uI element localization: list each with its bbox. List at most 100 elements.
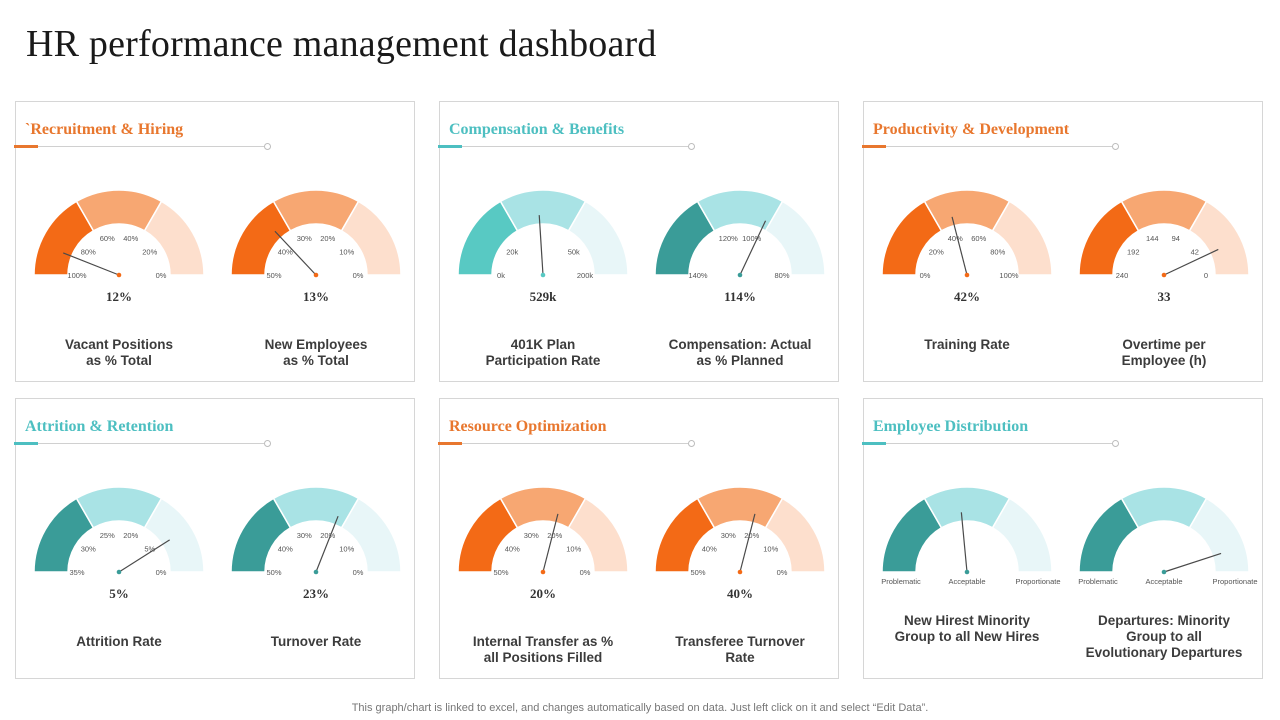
gauge-band-3 [340, 200, 402, 276]
gauge-value: 529k [529, 289, 557, 304]
gauge-label: Transferee Turnover Rate [675, 634, 805, 665]
gauge-tick-label: Proportionate [1015, 577, 1060, 586]
gauge-needle-hub [737, 272, 743, 278]
gauge-tick-label: 80% [774, 271, 789, 280]
gauge-tick-label: 0% [920, 271, 931, 280]
gauge-value: 40% [727, 586, 753, 601]
gauge-band-3 [764, 497, 826, 573]
gauge-needle-hub [540, 272, 546, 278]
gauge-tick-label: 20% [744, 531, 759, 540]
title-underline [438, 143, 695, 150]
gauge-value: 23% [303, 586, 329, 601]
gauge-tick-label: 42 [1191, 248, 1199, 257]
gauge-tick-label: 20% [929, 248, 944, 257]
gauge-tick-label: Problematic [1078, 577, 1118, 586]
panel-title: `Recruitment & Hiring [25, 121, 184, 138]
gauge-needle [739, 513, 756, 573]
gauge-tick-label: 120% [719, 234, 739, 243]
gauge-tick-label: Problematic [881, 577, 921, 586]
gauge-tick-label: 240 [1116, 271, 1129, 280]
gauge-needle [1163, 248, 1219, 276]
gauge-value: 42% [954, 289, 980, 304]
gauge-tick-label: 0% [777, 568, 788, 577]
gauge-tick-label: 94 [1172, 234, 1180, 243]
gauge-tick-label: 0% [580, 568, 591, 577]
panel-title: Productivity & Development [873, 121, 1070, 138]
gauge-band-3 [567, 200, 629, 276]
gauge-tick-label: 100% [67, 271, 87, 280]
gauge-tick-label: 50% [690, 568, 705, 577]
panel-4: Attrition & Retention 5% Attrition Rate 23%… [14, 398, 415, 679]
gauge-tick-label: 80% [990, 248, 1005, 257]
gauge-needle [542, 513, 559, 573]
gauge-label: Internal Transfer as % all Positions Fil… [472, 634, 614, 665]
gauge-value: 20% [530, 586, 556, 601]
gauge-label: Departures: Minority Group to all Evolut… [1085, 613, 1243, 660]
gauge: 100% 80% 60% 40% 20% 0% [33, 189, 205, 280]
gauge: 35% 30% 25% 20% 5% 0% [33, 486, 205, 577]
gauge: 50% 40% 30% 20% 10% 0% [230, 189, 402, 280]
footer-note: This graph/chart is linked to excel, and… [351, 702, 929, 714]
gauge: 140% 120% 100% 80% [654, 189, 826, 280]
underline-end-dot [264, 143, 271, 150]
gauge-tick-label: 60% [971, 234, 986, 243]
gauge-band-3 [991, 200, 1053, 276]
title-underline [14, 143, 271, 150]
gauge-tick-label: 40% [505, 545, 520, 554]
gauges-svg: 35% 30% 25% 20% 5% 0% 50% 40% 30% 20% 10% 0% [33, 486, 402, 577]
gauge-tick-label: 0% [353, 568, 364, 577]
underline-end-dot [1112, 440, 1119, 447]
gauge-tick-label: 20% [320, 234, 335, 243]
gauge-band-3 [1188, 200, 1250, 276]
gauge-band-3 [340, 497, 402, 573]
gauge-band-3 [143, 200, 205, 276]
gauge-tick-label: 0% [353, 271, 364, 280]
gauge-needle-hub [313, 569, 319, 575]
gauge-tick-label: 30% [297, 531, 312, 540]
gauge-tick-label: 40% [702, 545, 717, 554]
underline-accent [862, 442, 886, 445]
gauge-tick-label: 40% [948, 234, 963, 243]
panel-3: Productivity & Development 42% Training Ra… [862, 101, 1263, 382]
underline-accent [14, 145, 38, 148]
underline-end-dot [264, 440, 271, 447]
underline-end-dot [688, 143, 695, 150]
gauge-label: Turnover Rate [270, 634, 362, 649]
panel-2: Compensation & Benefits 529k 401K Plan Par… [438, 101, 839, 382]
title-underline [14, 440, 271, 447]
gauge-tick-label: Proportionate [1212, 577, 1257, 586]
gauge-tick-label: 10% [339, 545, 354, 554]
gauge: 50% 40% 30% 20% 10% 0% [230, 486, 402, 577]
gauge-tick-label: 35% [69, 568, 84, 577]
gauge-tick-label: 40% [123, 234, 138, 243]
gauge-tick-label: 25% [100, 531, 115, 540]
gauge-tick-label: 100% [999, 271, 1019, 280]
gauge-band-3 [991, 497, 1053, 573]
gauge-needle [315, 515, 339, 573]
gauge-tick-label: 0 [1204, 271, 1208, 280]
gauge-label: Attrition Rate [76, 634, 162, 649]
gauge-tick-label: 100% [742, 234, 762, 243]
underline-accent [862, 145, 886, 148]
underline-end-dot [1112, 143, 1119, 150]
gauge-band-3 [764, 200, 826, 276]
gauge-needle-hub [116, 569, 122, 575]
gauge-tick-label: 192 [1127, 248, 1140, 257]
gauge-tick-label: 0k [497, 271, 505, 280]
gauge-value: 13% [303, 289, 329, 304]
gauge-label: Training Rate [924, 337, 1010, 352]
panel-title: Compensation & Benefits [449, 121, 625, 138]
gauge-tick-label: 40% [278, 545, 293, 554]
gauge-value: 5% [109, 586, 129, 601]
gauge-tick-label: 144 [1146, 234, 1159, 243]
gauge-tick-label: 20% [547, 531, 562, 540]
gauge-needle [960, 512, 968, 573]
underline-end-dot [688, 440, 695, 447]
panel-1: `Recruitment & Hiring 12% Vacant Positions… [14, 101, 415, 382]
gauge: Problematic Acceptable Proportionate [1078, 486, 1258, 586]
gauge-needle-hub [964, 272, 970, 278]
gauge-needle [1163, 552, 1222, 573]
gauge-tick-label: 20% [320, 531, 335, 540]
gauge-tick-label: 30% [81, 545, 96, 554]
panel-title: Employee Distribution [873, 418, 1029, 435]
